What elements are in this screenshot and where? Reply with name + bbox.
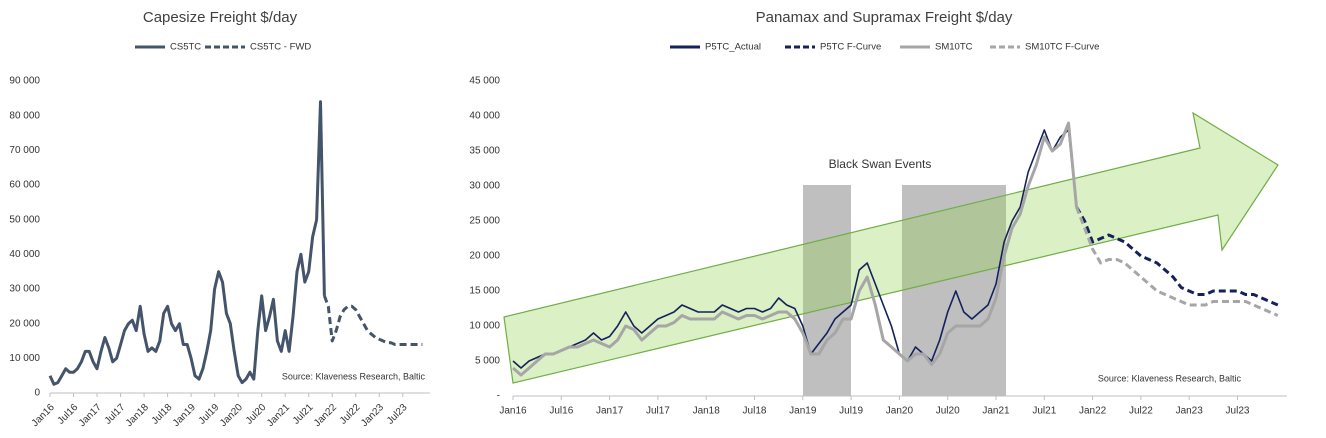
- x-tick-label: Jul22: [338, 402, 363, 427]
- x-tick-label: Jul21: [1032, 406, 1056, 417]
- x-tick-label: Jul17: [646, 406, 670, 417]
- x-tick-label: Jul16: [549, 406, 573, 417]
- x-tick-label: Jul17: [103, 402, 128, 427]
- chart-title: Panamax and Supramax Freight $/day: [756, 9, 1013, 26]
- x-tick-label: Jan23: [359, 402, 386, 429]
- y-tick-label: 10 000: [469, 321, 500, 332]
- x-tick-label: Jul21: [291, 402, 316, 427]
- shaded-period: [902, 185, 1006, 396]
- series-line: [322, 295, 423, 346]
- series-line: [512, 129, 1078, 369]
- y-tick-label: 90 000: [9, 76, 40, 87]
- y-tick-label: 20 000: [469, 251, 500, 262]
- x-tick-label: Jan22: [312, 402, 339, 429]
- y-tick-label: 25 000: [469, 216, 500, 227]
- x-tick-label: Jul20: [244, 402, 269, 427]
- y-tick-label: 5 000: [475, 356, 500, 367]
- shaded-period: [803, 185, 851, 396]
- y-tick-label: 40 000: [469, 111, 500, 122]
- legend-label: P5TC F-Curve: [820, 42, 881, 53]
- x-tick-label: Jul16: [56, 402, 81, 427]
- trend-arrow: [503, 111, 1279, 384]
- annotation: Black Swan Events: [829, 157, 932, 171]
- x-tick-label: Jul18: [150, 402, 175, 427]
- y-tick-label: 0: [34, 388, 40, 399]
- x-tick-label: Jan18: [693, 406, 721, 417]
- y-tick-label: -: [497, 391, 500, 402]
- chart-title: Capesize Freight $/day: [143, 9, 298, 26]
- y-tick-label: 30 000: [469, 181, 500, 192]
- x-tick-label: Jul23: [385, 402, 410, 427]
- y-tick-label: 50 000: [9, 214, 40, 225]
- x-tick-label: Jul19: [839, 406, 863, 417]
- legend-label: CS5TC - FWD: [250, 42, 311, 53]
- source-note: Source: Klaveness Research, Baltic: [282, 371, 426, 381]
- x-tick-label: Jan21: [265, 402, 292, 429]
- x-tick-label: Jul19: [197, 402, 222, 427]
- legend-label: P5TC_Actual: [705, 42, 761, 53]
- y-tick-label: 45 000: [469, 76, 500, 87]
- legend-label: SM10TC: [935, 42, 973, 53]
- x-tick-label: Jan22: [1079, 406, 1107, 417]
- x-tick-label: Jan17: [77, 402, 104, 429]
- y-tick-label: 60 000: [9, 180, 40, 191]
- y-tick-label: 30 000: [9, 284, 40, 295]
- x-tick-label: Jan19: [789, 406, 817, 417]
- series-line: [512, 121, 1078, 377]
- x-tick-label: Jan23: [1176, 406, 1204, 417]
- y-tick-label: 10 000: [9, 353, 40, 364]
- x-tick-label: Jul23: [1226, 406, 1250, 417]
- series-line: [1075, 206, 1279, 317]
- x-tick-label: Jan16: [499, 406, 527, 417]
- x-tick-label: Jan19: [171, 402, 198, 429]
- x-tick-label: Jul22: [1129, 406, 1153, 417]
- x-tick-label: Jan18: [124, 402, 151, 429]
- x-tick-label: Jan20: [218, 402, 245, 429]
- series-line: [48, 100, 326, 386]
- x-tick-label: Jan21: [982, 406, 1010, 417]
- x-tick-label: Jul18: [743, 406, 767, 417]
- series-line: [1075, 206, 1279, 307]
- legend-label: SM10TC F-Curve: [1025, 42, 1099, 53]
- y-tick-label: 35 000: [469, 146, 500, 157]
- y-tick-label: 15 000: [469, 286, 500, 297]
- x-tick-label: Jul20: [936, 406, 960, 417]
- x-tick-label: Jan16: [30, 402, 57, 429]
- y-tick-label: 80 000: [9, 110, 40, 121]
- legend-label: CS5TC: [170, 42, 201, 53]
- y-tick-label: 40 000: [9, 249, 40, 260]
- y-tick-label: 70 000: [9, 145, 40, 156]
- source-note: Source: Klaveness Research, Baltic: [1098, 373, 1242, 383]
- x-tick-label: Jan20: [886, 406, 914, 417]
- y-tick-label: 20 000: [9, 318, 40, 329]
- x-tick-label: Jan17: [596, 406, 624, 417]
